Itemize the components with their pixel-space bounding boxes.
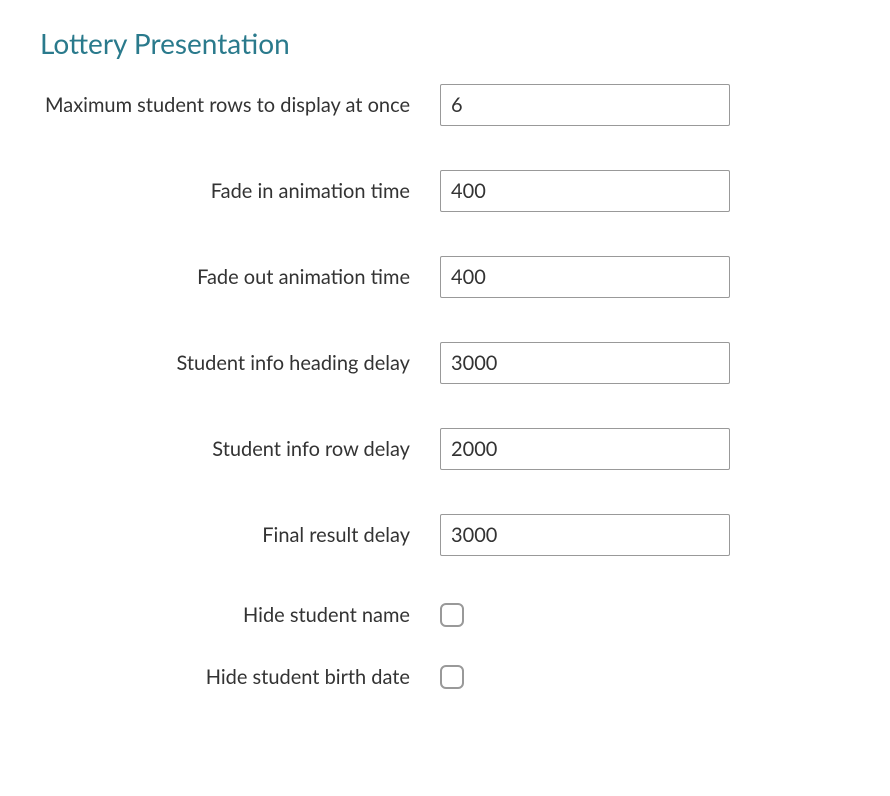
form-row-row-delay: Student info row delay bbox=[40, 428, 850, 470]
final-delay-label: Final result delay bbox=[40, 514, 440, 550]
hide-birth-checkbox[interactable] bbox=[440, 665, 464, 689]
hide-name-checkbox[interactable] bbox=[440, 603, 464, 627]
form-row-fade-out: Fade out animation time bbox=[40, 256, 850, 298]
control-col bbox=[440, 603, 464, 627]
control-col bbox=[440, 256, 730, 298]
form-row-hide-birth: Hide student birth date bbox=[40, 662, 850, 692]
fade-in-label: Fade in animation time bbox=[40, 170, 440, 206]
form-row-fade-in: Fade in animation time bbox=[40, 170, 850, 212]
control-col bbox=[440, 342, 730, 384]
form-row-heading-delay: Student info heading delay bbox=[40, 342, 850, 384]
control-col bbox=[440, 514, 730, 556]
final-delay-input[interactable] bbox=[440, 514, 730, 556]
fade-out-label: Fade out animation time bbox=[40, 256, 440, 292]
hide-name-label: Hide student name bbox=[40, 600, 440, 630]
fade-out-input[interactable] bbox=[440, 256, 730, 298]
hide-birth-label: Hide student birth date bbox=[40, 662, 440, 692]
max-rows-label: Maximum student rows to display at once bbox=[40, 84, 440, 120]
control-col bbox=[440, 170, 730, 212]
form-row-hide-name: Hide student name bbox=[40, 600, 850, 630]
section-title: Lottery Presentation bbox=[40, 26, 850, 60]
form-row-final-delay: Final result delay bbox=[40, 514, 850, 556]
row-delay-label: Student info row delay bbox=[40, 428, 440, 464]
control-col bbox=[440, 428, 730, 470]
fade-in-input[interactable] bbox=[440, 170, 730, 212]
row-delay-input[interactable] bbox=[440, 428, 730, 470]
control-col bbox=[440, 84, 730, 126]
max-rows-input[interactable] bbox=[440, 84, 730, 126]
heading-delay-label: Student info heading delay bbox=[40, 342, 440, 378]
heading-delay-input[interactable] bbox=[440, 342, 730, 384]
control-col bbox=[440, 665, 464, 689]
form-row-max-rows: Maximum student rows to display at once bbox=[40, 84, 850, 126]
